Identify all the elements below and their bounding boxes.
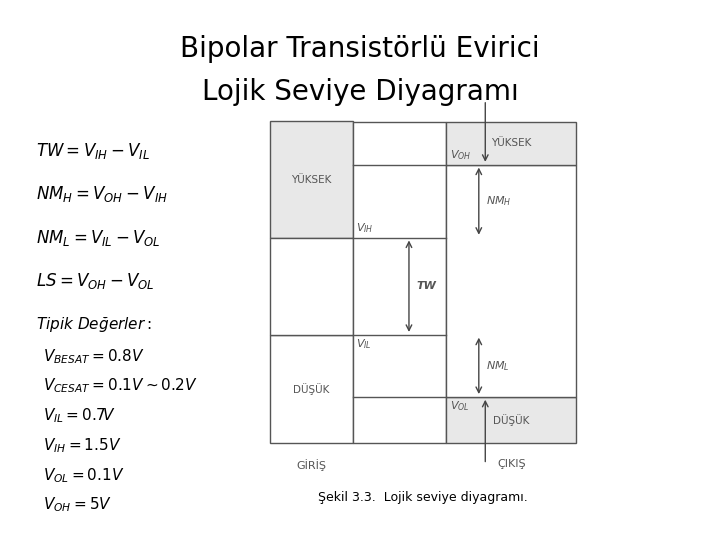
Text: $V_{IL}=0.7V$: $V_{IL}=0.7V$ [43, 407, 116, 425]
Bar [446, 165, 576, 397]
Text: $V_{BESAT}=0.8V$: $V_{BESAT}=0.8V$ [43, 347, 145, 366]
Text: $V_{OL}$: $V_{OL}$ [450, 400, 469, 414]
Text: $V_{OL}=0.1V$: $V_{OL}=0.1V$ [43, 466, 125, 484]
Bar [446, 397, 576, 443]
Text: $\it{Tipik\ Değerler:}$: $\it{Tipik\ Değerler:}$ [36, 314, 152, 334]
Text: $V_{IH}$: $V_{IH}$ [356, 221, 374, 235]
Text: $V_{OH}=5V$: $V_{OH}=5V$ [43, 496, 112, 514]
Text: $\it{NM_H=V_{OH}-V_{IH}}$: $\it{NM_H=V_{OH}-V_{IH}}$ [36, 184, 168, 205]
Text: $V_{OH}$: $V_{OH}$ [450, 148, 472, 162]
Text: DÜŞÜK: DÜŞÜK [493, 414, 529, 426]
Text: $NM_H$: $NM_H$ [486, 194, 511, 208]
Text: $V_{IL}$: $V_{IL}$ [356, 338, 372, 352]
Text: Lojik Seviye Diyagramı: Lojik Seviye Diyagramı [202, 78, 518, 106]
Text: YÜKSEK: YÜKSEK [491, 138, 531, 148]
Text: $\it{NM_L=V_{IL}-V_{OL}}$: $\it{NM_L=V_{IL}-V_{OL}}$ [36, 227, 161, 248]
Text: TW: TW [416, 281, 436, 291]
Text: Şekil 3.3.  Lojik seviye diyagramı.: Şekil 3.3. Lojik seviye diyagramı. [318, 491, 528, 504]
Bar [270, 238, 353, 335]
Text: $V_{CESAT}=0.1V\sim0.2V$: $V_{CESAT}=0.1V\sim0.2V$ [43, 377, 198, 395]
Bar [446, 122, 576, 165]
Bar [270, 335, 353, 443]
Text: GİRİŞ: GİRİŞ [297, 459, 326, 471]
Text: $\it{LS=V_{OH}-V_{OL}}$: $\it{LS=V_{OH}-V_{OL}}$ [36, 271, 155, 291]
Text: $NM_L$: $NM_L$ [486, 359, 510, 373]
Text: $V_{IH}=1.5V$: $V_{IH}=1.5V$ [43, 436, 122, 455]
Text: ÇIKIŞ: ÇIKIŞ [497, 459, 526, 469]
Text: YÜKSEK: YÜKSEK [291, 174, 332, 185]
Text: DÜŞÜK: DÜŞÜK [293, 383, 330, 395]
Text: Bipolar Transistörlü Evirici: Bipolar Transistörlü Evirici [180, 35, 540, 63]
Bar [270, 122, 353, 238]
Text: $\it{TW=V_{IH}-V_{IL}}$: $\it{TW=V_{IH}-V_{IL}}$ [36, 141, 150, 161]
Bar [353, 122, 446, 443]
